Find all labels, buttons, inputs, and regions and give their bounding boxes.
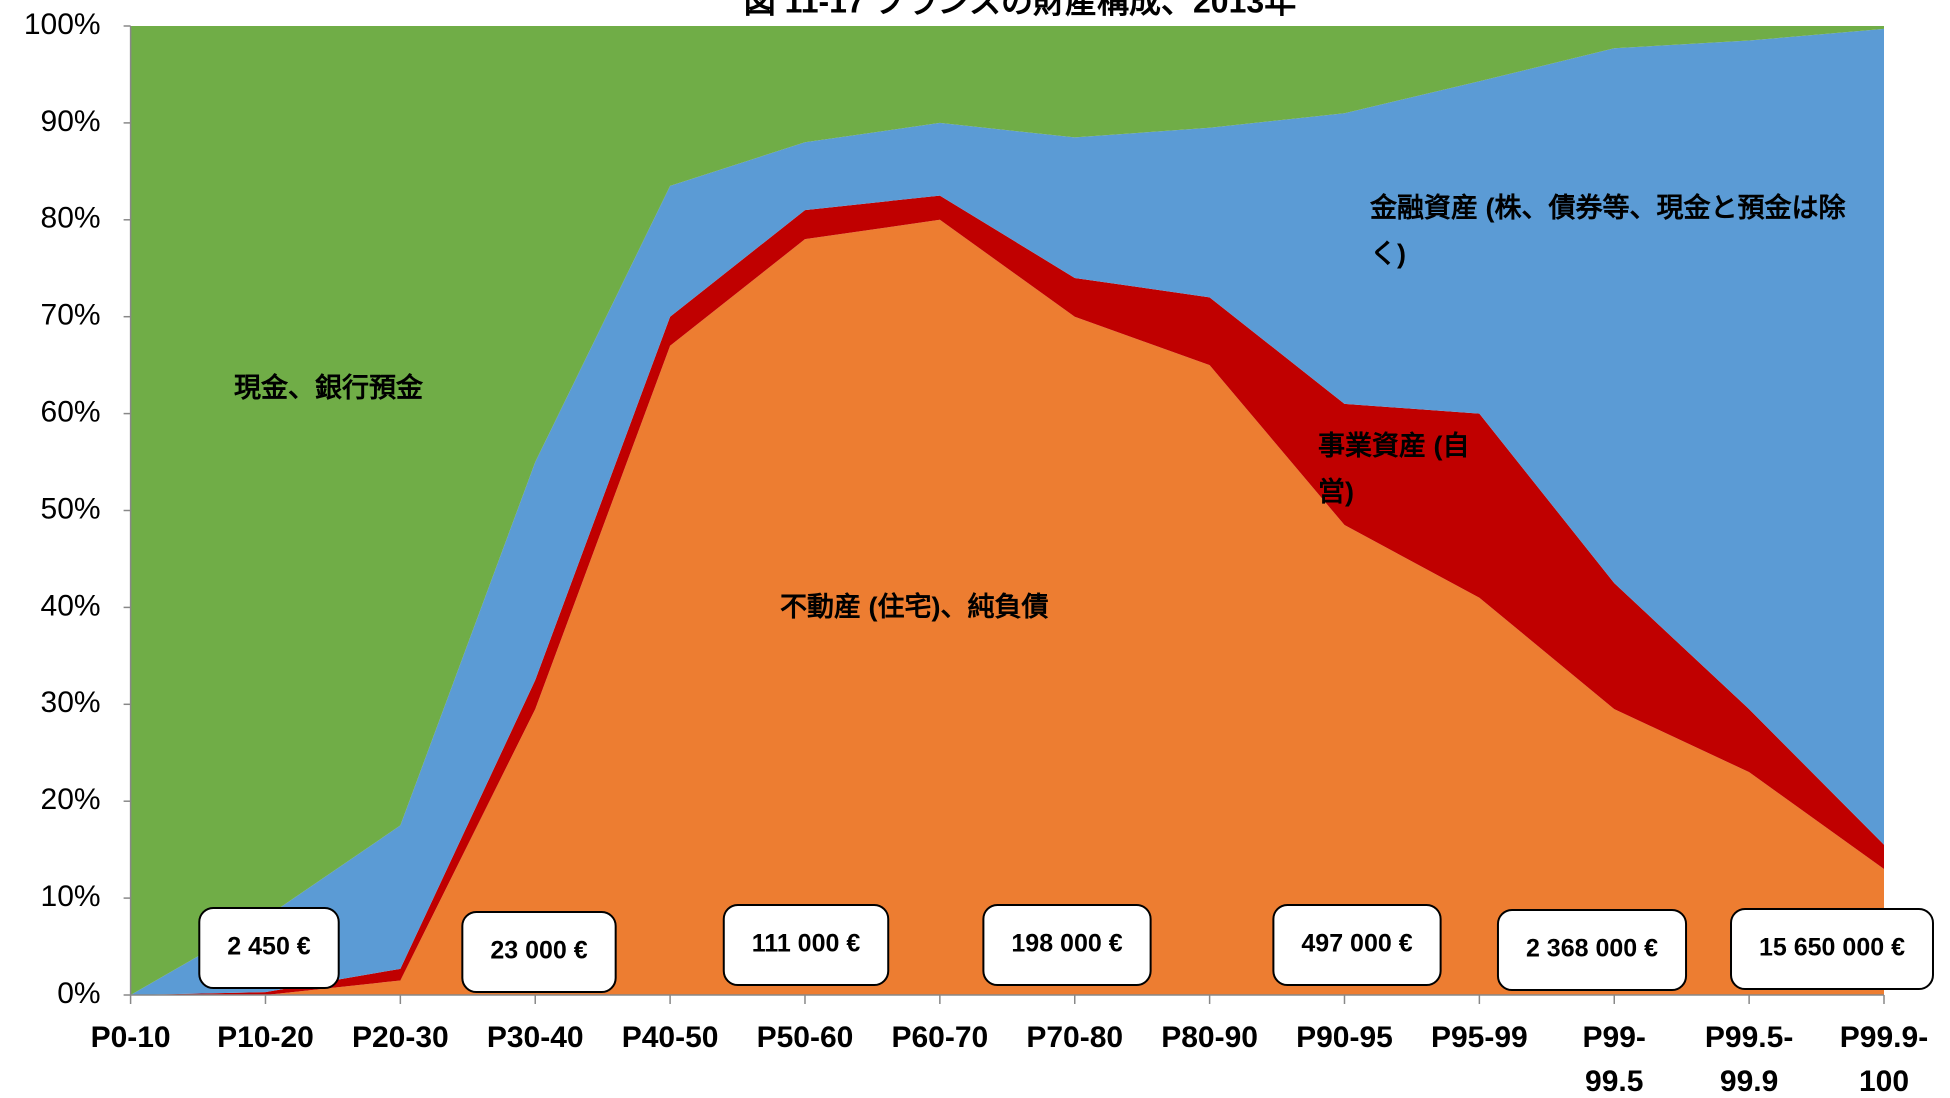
y-tick-label: 30%	[41, 686, 101, 719]
x-tick-label: P0-10	[91, 1021, 171, 1054]
box	[722, 904, 890, 986]
wealth-box: 497 000 €	[1272, 904, 1442, 986]
y-tick-label: 90%	[41, 105, 101, 138]
x-tick-label: P20-30	[352, 1021, 449, 1054]
box	[982, 904, 1152, 986]
box	[198, 907, 340, 989]
y-tick-label: 10%	[41, 880, 101, 913]
box	[1496, 909, 1688, 991]
x-tick-label: P80-90	[1161, 1021, 1258, 1054]
wealth-box: 111 000 €	[722, 904, 890, 986]
area	[130, 28, 1885, 996]
x-tick-label: P50-60	[757, 1021, 854, 1054]
x-tick-label: P40-50	[622, 1021, 719, 1054]
x-tick-label: P30-40	[487, 1021, 584, 1054]
x-tick-label: P60-70	[891, 1021, 988, 1054]
x-tick-label: P99.5-99.9	[1705, 1021, 1793, 1098]
wealth-box: 15 650 000 €	[1730, 908, 1934, 990]
y-tick-label: 80%	[41, 202, 101, 235]
series-label: 金融資産 (株、債券等、現金と預金は除く)	[1370, 193, 1846, 269]
box	[1730, 908, 1934, 990]
y-tick-label: 70%	[41, 299, 101, 332]
area	[130, 26, 1885, 995]
wealth-box: 2 450 €	[198, 907, 340, 989]
wealth-box: 198 000 €	[982, 904, 1152, 986]
area	[130, 195, 1885, 995]
y-tick-label: 20%	[41, 783, 101, 816]
x-tick-label: P70-80	[1026, 1021, 1123, 1054]
wealth-box: 2 368 000 €	[1496, 909, 1688, 991]
x-tick-label: P99-99.5	[1583, 1021, 1646, 1098]
box-label: 23 000 €	[490, 937, 587, 965]
x-tick-label: P99.9-100	[1840, 1021, 1928, 1098]
y-tick-label: 60%	[41, 396, 101, 429]
y-tick-label: 50%	[41, 492, 101, 525]
box-label: 15 650 000 €	[1759, 934, 1905, 962]
y-tick-label: 40%	[41, 589, 101, 622]
box-label: 497 000 €	[1301, 930, 1412, 958]
y-tick-label: 0%	[57, 977, 100, 1010]
y-tick-label: 100%	[24, 8, 101, 41]
series-label: 現金、銀行預金	[234, 373, 423, 403]
box	[461, 911, 617, 993]
area	[130, 219, 1885, 996]
box-label: 2 450 €	[227, 933, 311, 961]
x-tick-label: P10-20	[217, 1021, 314, 1054]
series-label: 事業資産 (自営)	[1318, 431, 1470, 507]
wealth-box: 23 000 €	[461, 911, 617, 993]
box-label: 198 000 €	[1011, 930, 1122, 958]
x-tick-label: P90-95	[1296, 1021, 1393, 1054]
box-label: 111 000 €	[752, 930, 861, 958]
box	[1272, 904, 1442, 986]
box-label: 2 368 000 €	[1526, 935, 1658, 963]
series-label: 不動産 (住宅)、純負債	[780, 592, 1049, 622]
x-tick-label: P95-99	[1431, 1021, 1528, 1054]
chart-title: 図 11-17 フランスの財産構成、2013年	[744, 0, 1296, 19]
